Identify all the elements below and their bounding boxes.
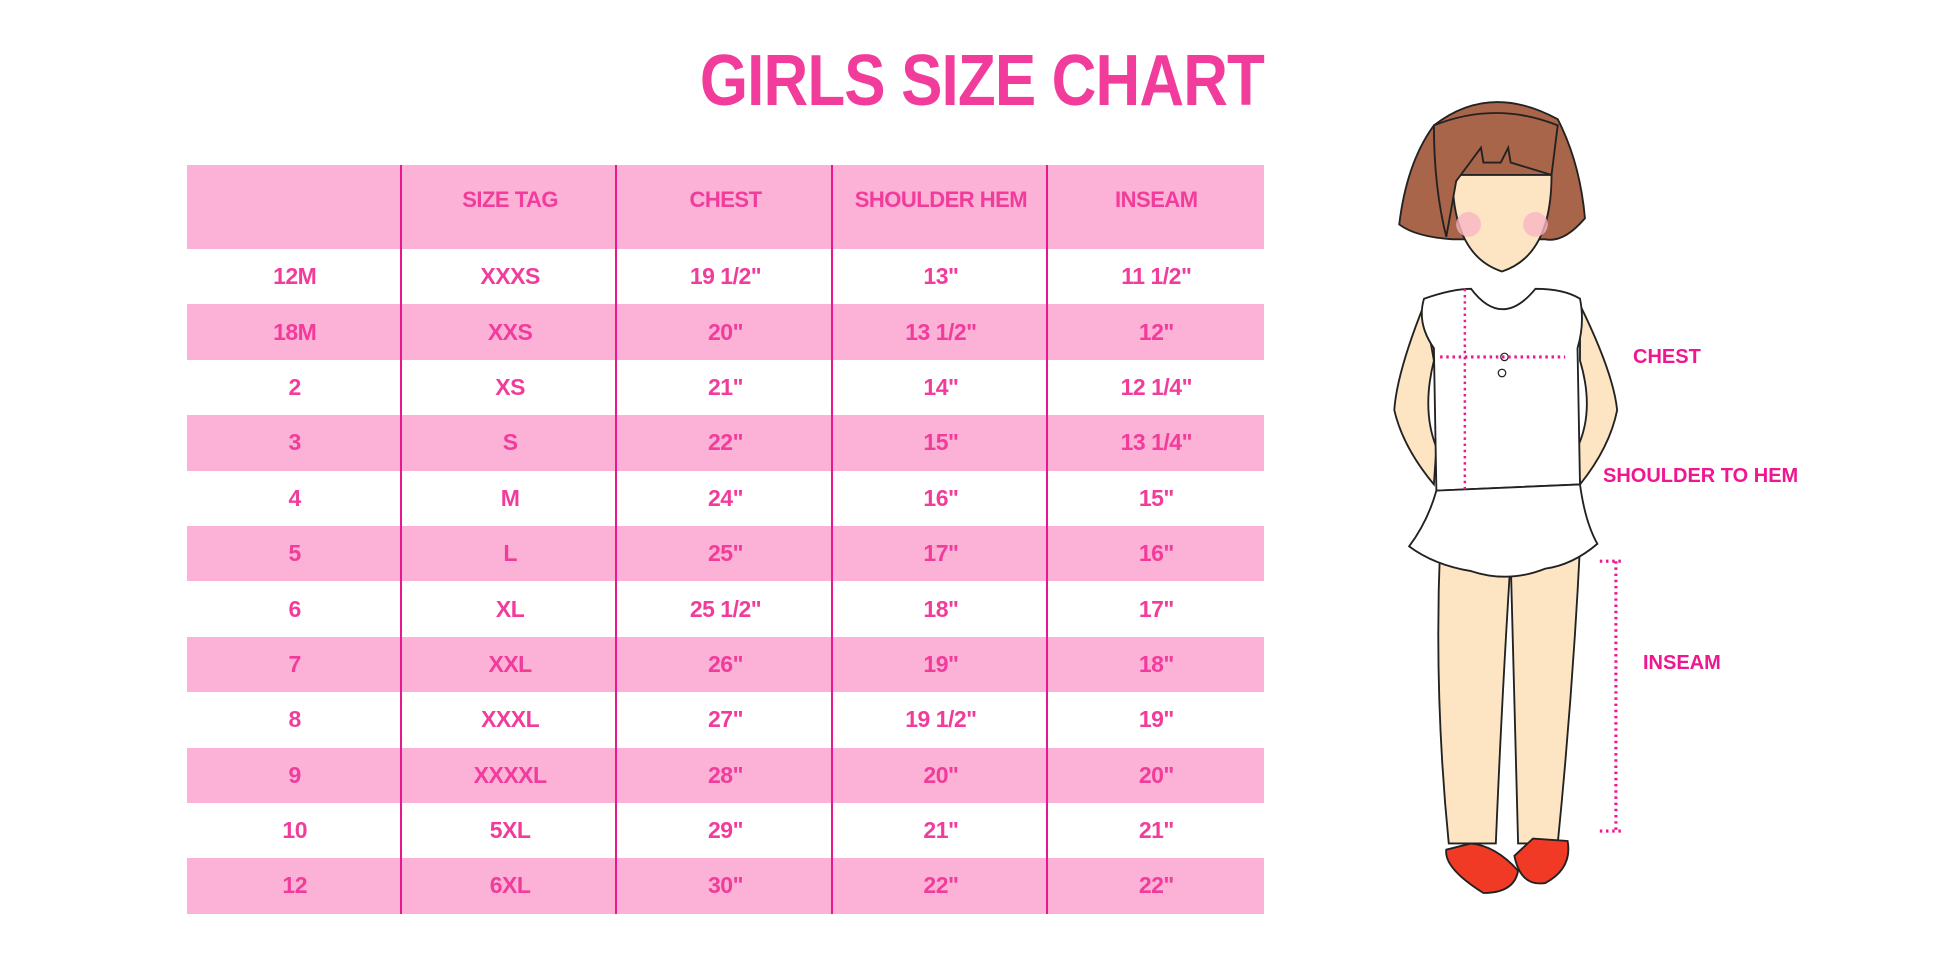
- inseam-cell: 18": [1138, 650, 1175, 677]
- girl-illustration: [1393, 101, 1625, 894]
- chest-cell: 22": [708, 429, 744, 456]
- chest-cell: 27": [708, 706, 744, 733]
- column-divider: [1046, 165, 1048, 914]
- table-row: 10 5XL 29" 21" 21": [187, 803, 1264, 858]
- table-row: 12 6XL 30" 22" 22": [187, 858, 1264, 914]
- table-row: 8 XXXL 27" 19 1/2" 19": [187, 692, 1264, 747]
- age-cell: 9: [288, 761, 302, 788]
- page-title: GIRLS SIZE CHART: [699, 41, 1265, 121]
- shoulder-hem-cell: 14": [923, 373, 959, 400]
- top-garment: [1420, 287, 1583, 492]
- shoulder-hem-cell: 13": [923, 263, 959, 290]
- age-cell: 2: [288, 373, 302, 400]
- inseam-cell: 17": [1138, 595, 1175, 622]
- shoulder-hem-cell: 21": [923, 817, 959, 844]
- inseam-label: INSEAM: [1643, 652, 1721, 674]
- size-tag-cell: S: [502, 429, 518, 456]
- header-shoulder-hem: SHOULDER HEM: [854, 187, 1028, 212]
- size-tag-cell: XXS: [487, 318, 533, 345]
- inseam-cell: 12 1/4": [1120, 373, 1193, 400]
- table-row: 9 XXXXL 28" 20" 20": [187, 747, 1264, 803]
- right-shoe: [1513, 837, 1570, 885]
- table-header: SIZE TAG CHEST SHOULDER HEM INSEAM: [187, 165, 1264, 249]
- inseam-cell: 19": [1138, 706, 1175, 733]
- table-row: 18M XXS 20" 13 1/2" 12": [187, 304, 1264, 360]
- shoulder-hem-cell: 18": [923, 595, 959, 622]
- chest-cell: 25": [708, 540, 744, 567]
- chest-cell: 19 1/2": [689, 263, 762, 290]
- header-cell: [187, 165, 402, 249]
- table-row: 2 XS 21" 14" 12 1/4": [187, 360, 1264, 415]
- header-inseam: INSEAM: [1115, 187, 1198, 212]
- size-tag-cell: L: [503, 540, 517, 567]
- inseam-cell: 21": [1138, 817, 1175, 844]
- chest-cell: 29": [708, 817, 744, 844]
- bangs: [1432, 112, 1559, 238]
- size-tag-cell: XL: [495, 595, 525, 622]
- column-divider: [831, 165, 833, 914]
- shoulder-to-hem-label: SHOULDER TO HEM: [1603, 465, 1799, 487]
- size-tag-cell: XXXL: [481, 706, 540, 733]
- shoulder-hem-cell: 20": [923, 761, 959, 788]
- age-cell: 5: [288, 540, 302, 567]
- age-cell: 18M: [273, 318, 317, 345]
- inseam-cell: 16": [1138, 540, 1175, 567]
- header-size-tag: SIZE TAG: [462, 187, 559, 212]
- size-tag-cell: 5XL: [489, 817, 531, 844]
- age-cell: 12M: [273, 263, 317, 290]
- left-shoe: [1445, 842, 1520, 894]
- shoulder-hem-cell: 19": [923, 650, 959, 677]
- chest-cell: 28": [708, 761, 744, 788]
- inseam-cell: 15": [1138, 484, 1175, 511]
- chest-cell: 25 1/2": [689, 595, 762, 622]
- shoulder-hem-cell: 16": [923, 484, 959, 511]
- shoulder-hem-cell: 19 1/2": [905, 706, 977, 733]
- inseam-cell: 11 1/2": [1121, 263, 1192, 290]
- right-arm: [1576, 304, 1619, 487]
- left-arm: [1393, 301, 1438, 487]
- chest-cell: 30": [708, 872, 744, 899]
- table-row: 3 S 22" 15" 13 1/4": [187, 415, 1264, 471]
- header-chest: CHEST: [689, 187, 762, 212]
- column-divider: [400, 165, 402, 914]
- inseam-cell: 12": [1138, 318, 1175, 345]
- table-row: 5 L 25" 17" 16": [187, 525, 1264, 582]
- age-cell: 8: [288, 706, 302, 733]
- table-row: 6 XL 25 1/2" 18" 17": [187, 581, 1264, 636]
- age-cell: 6: [288, 595, 302, 622]
- chest-label: CHEST: [1633, 346, 1701, 368]
- inseam-cell: 22": [1138, 872, 1175, 899]
- size-tag-cell: 6XL: [489, 872, 531, 899]
- inseam-cell: 13 1/4": [1120, 429, 1193, 456]
- age-cell: 3: [288, 429, 302, 456]
- shoulder-hem-cell: 17": [923, 540, 959, 567]
- inseam-cell: 20": [1138, 761, 1175, 788]
- left-leg: [1437, 545, 1512, 845]
- size-tag-cell: XXXXL: [473, 761, 547, 788]
- shoulder-hem-cell: 13 1/2": [905, 318, 977, 345]
- right-leg: [1509, 545, 1581, 845]
- age-cell: 10: [282, 817, 307, 844]
- size-table: SIZE TAG CHEST SHOULDER HEM INSEAM 12M XX…: [187, 165, 1264, 914]
- chest-cell: 20": [708, 318, 744, 345]
- size-tag-cell: XXXS: [480, 263, 540, 290]
- shoulder-hem-cell: 22": [923, 872, 959, 899]
- chest-cell: 24": [708, 484, 744, 511]
- size-tag-cell: XXL: [488, 650, 532, 677]
- table-row: 4 M 24" 16" 15": [187, 471, 1264, 526]
- size-tag-cell: M: [500, 484, 520, 511]
- chest-cell: 26": [708, 650, 744, 677]
- table-row: 12M XXXS 19 1/2" 13" 11 1/2": [187, 249, 1264, 304]
- column-divider: [615, 165, 617, 914]
- skirt: [1407, 483, 1599, 578]
- age-cell: 7: [288, 650, 302, 677]
- shoulder-hem-cell: 15": [923, 429, 959, 456]
- table-row: 7 XXL 26" 19" 18": [187, 636, 1264, 693]
- chest-cell: 21": [708, 373, 744, 400]
- age-cell: 12: [282, 872, 307, 899]
- age-cell: 4: [288, 484, 302, 511]
- size-tag-cell: XS: [495, 373, 525, 400]
